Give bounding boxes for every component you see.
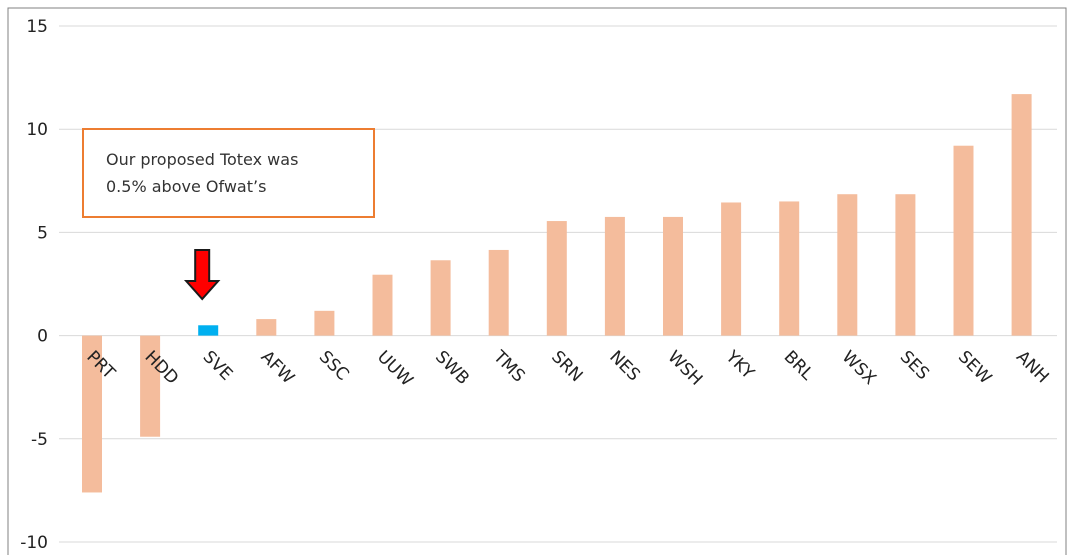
frame	[7, 7, 1067, 555]
category-label: SWB	[431, 347, 473, 389]
annotation-line-1: Our proposed Totex was	[106, 150, 299, 169]
y-axis-ticks: 15 10 5 0 -5 -10	[20, 17, 48, 553]
bar-tms	[488, 249, 509, 336]
chart-frame	[7, 7, 1067, 555]
y-tick-label: -10	[20, 533, 48, 553]
category-label: BRL	[780, 347, 818, 385]
category-label: ANH	[1012, 347, 1052, 387]
category-label: SSC	[315, 347, 353, 385]
down-arrow-icon	[183, 249, 221, 301]
bar-sew	[953, 145, 974, 336]
bar-wsx	[837, 194, 858, 336]
bar-ses	[895, 194, 916, 336]
category-label: SES	[896, 347, 933, 384]
bars	[82, 94, 1032, 493]
y-tick-label: 5	[37, 223, 48, 243]
y-tick-label: 0	[37, 327, 48, 347]
bar-nes	[604, 216, 625, 336]
bar-afw	[256, 319, 277, 336]
annotation-box: Our proposed Totex was 0.5% above Ofwat’…	[82, 128, 375, 218]
category-label: WSX	[838, 347, 880, 389]
category-label: SEW	[954, 347, 995, 388]
bar-srn	[546, 221, 567, 336]
bar-wsh	[663, 216, 683, 336]
x-axis-categories: PRT HDD SVE AFW SSC UUW SWB TMS SRN NES WSH YKY BRL W…	[82, 346, 1052, 390]
bar-anh	[1011, 94, 1032, 336]
y-tick-label: -5	[31, 430, 48, 450]
bar-hdd	[140, 335, 161, 437]
category-label: UUW	[373, 347, 417, 391]
bar-ssc	[314, 310, 335, 336]
y-tick-label: 10	[26, 120, 48, 140]
category-label: SVE	[199, 347, 237, 385]
category-label: SRN	[547, 347, 586, 386]
bar-uuw	[372, 274, 393, 336]
category-label: NES	[605, 347, 643, 385]
bar-yky	[721, 202, 742, 336]
bar-prt	[82, 335, 102, 493]
bar-brl	[779, 201, 800, 336]
arrow-layer	[183, 249, 221, 301]
y-tick-label: 15	[26, 17, 48, 37]
bar-sve	[198, 325, 219, 336]
category-label: TMS	[488, 346, 528, 386]
category-label: WSH	[663, 347, 706, 390]
category-label: AFW	[257, 347, 298, 388]
annotation-line-2: 0.5% above Ofwat’s	[106, 177, 267, 196]
category-label: YKY	[721, 346, 758, 383]
bar-swb	[430, 260, 451, 336]
